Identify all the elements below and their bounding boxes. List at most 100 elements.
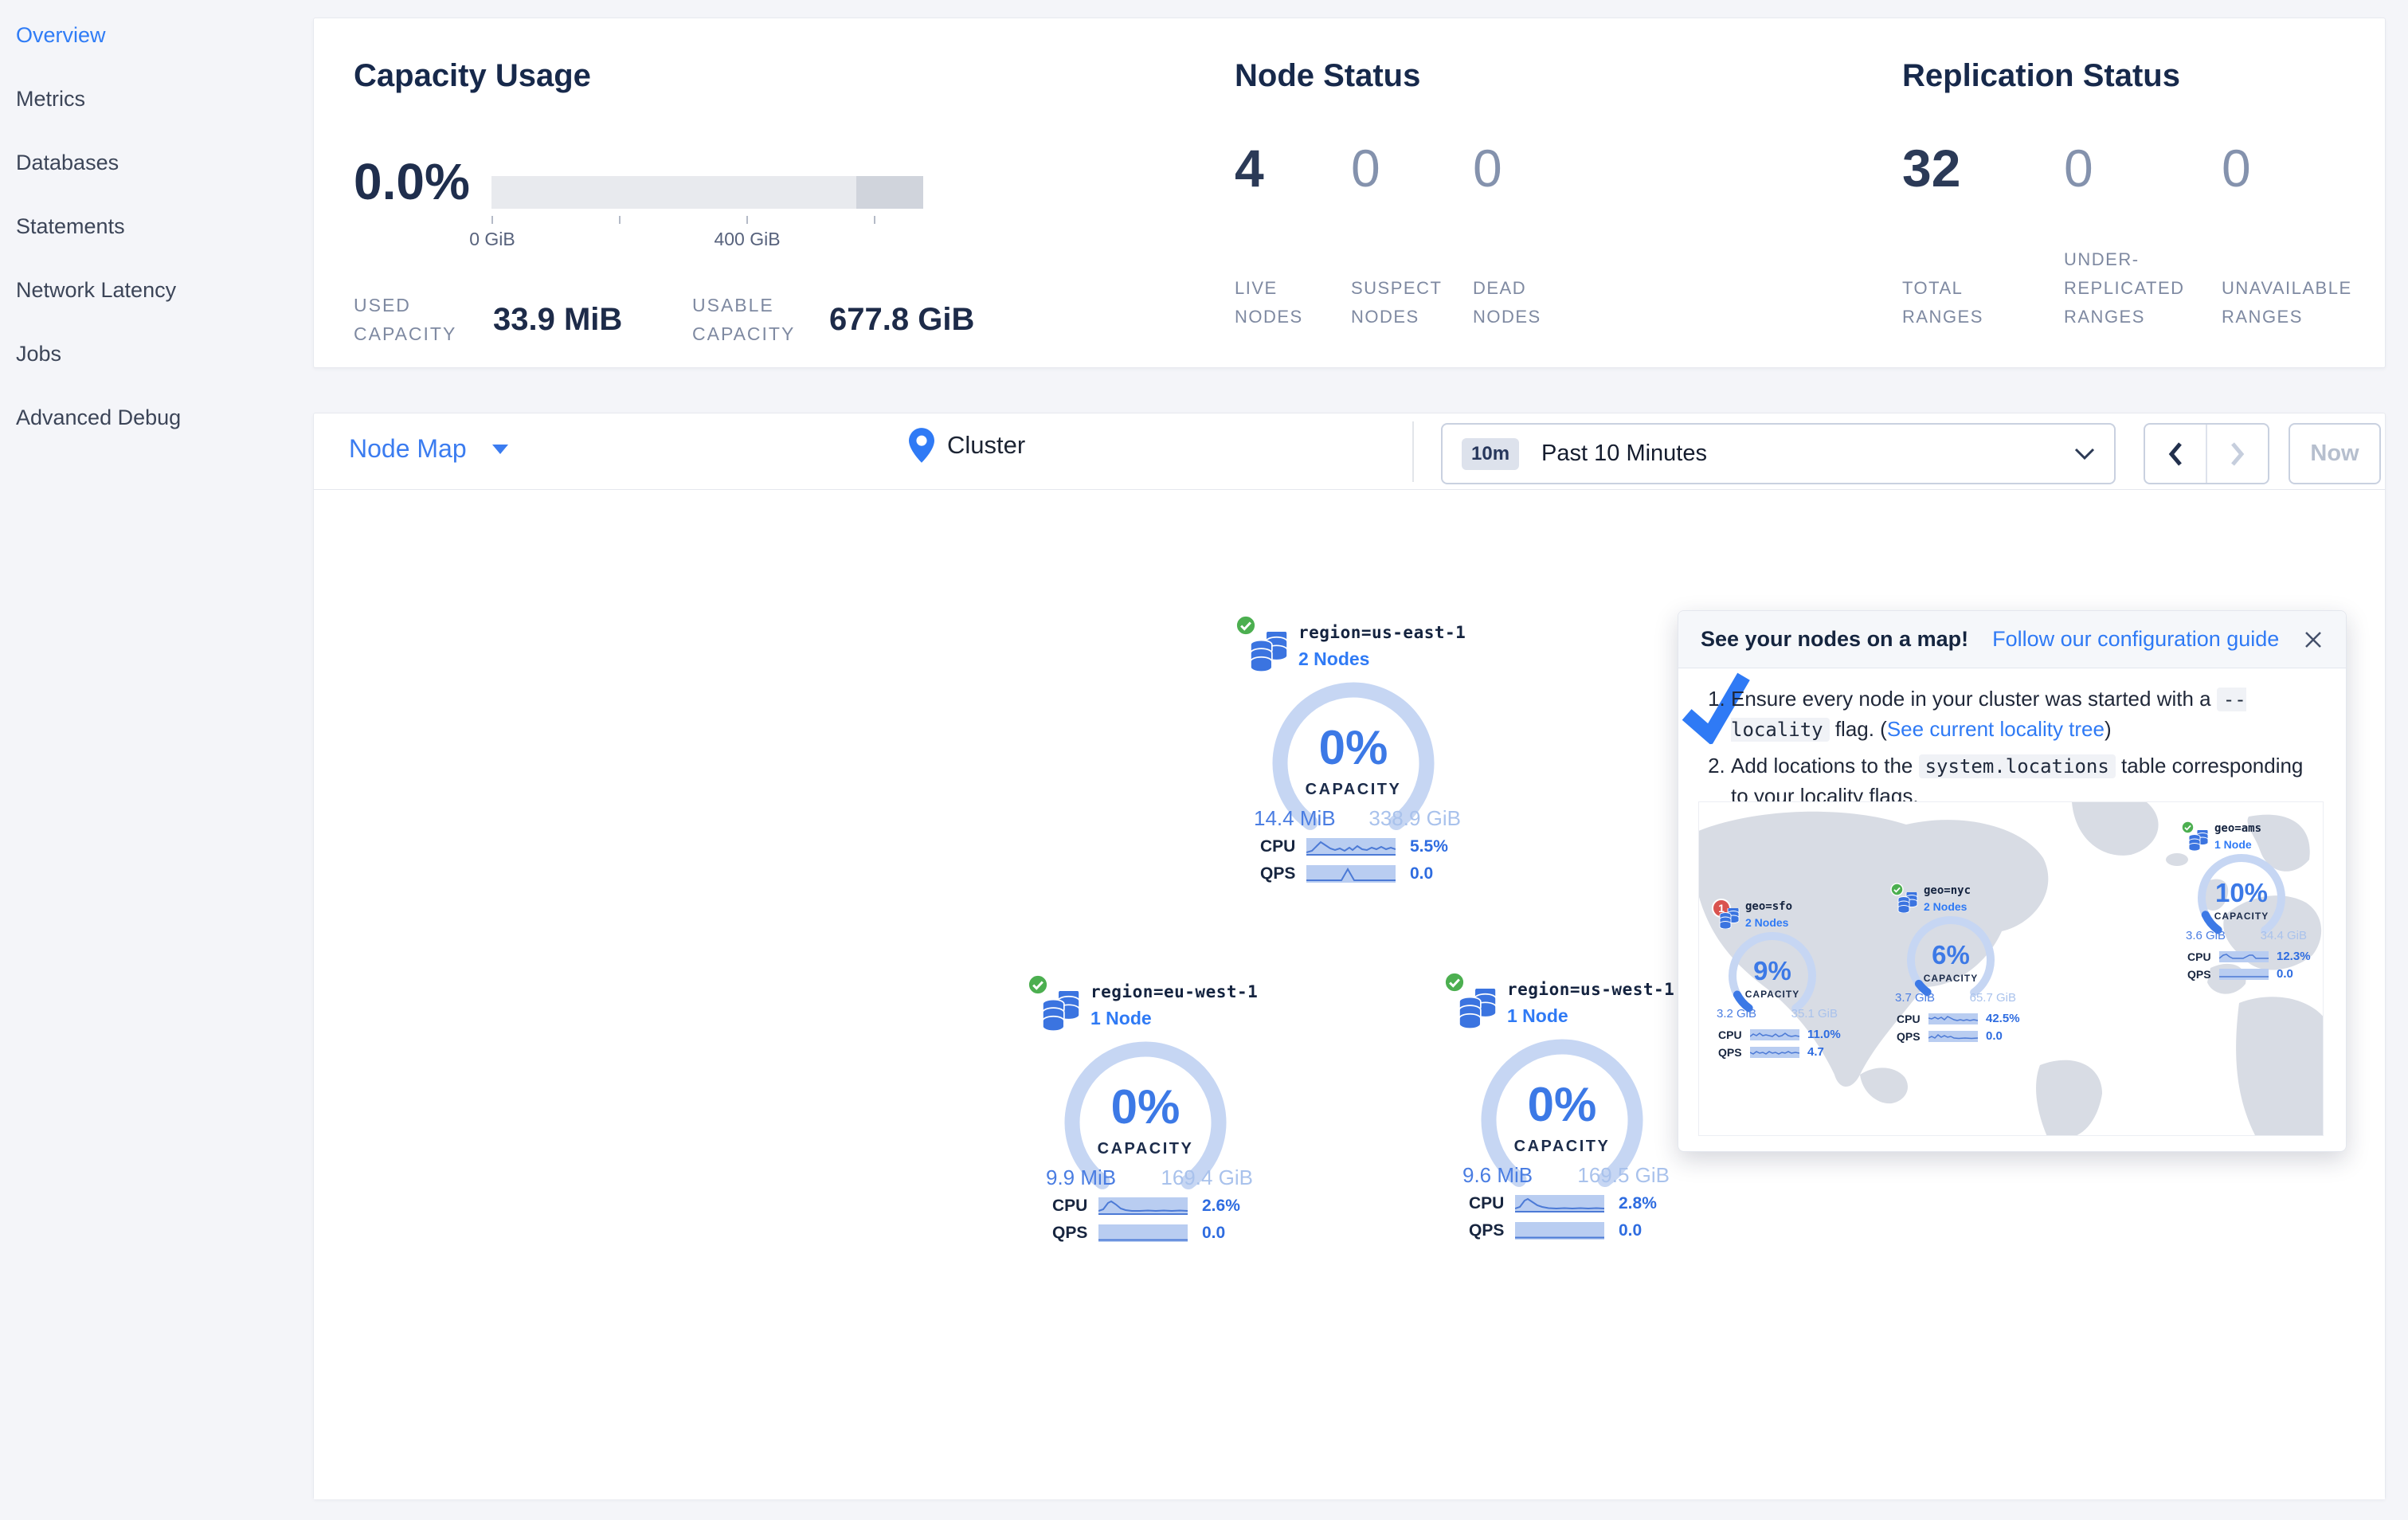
- time-prev-button[interactable]: [2145, 425, 2207, 483]
- dead-nodes-count: 0: [1473, 139, 1502, 198]
- usable-capacity: 169.5 GiB: [1577, 1163, 1670, 1187]
- cpu-label: CPU: [1897, 1012, 1921, 1025]
- node-map-setup-callout: See your nodes on a map! Follow our conf…: [1678, 610, 2347, 1152]
- qps-value: 0.0: [1619, 1221, 1643, 1240]
- breadcrumb-cluster: Cluster: [947, 431, 1026, 459]
- under-replicated-ranges-count: 0: [2064, 139, 2093, 198]
- capacity-label: CAPACITY: [1513, 1138, 1611, 1155]
- setup-step-1: Ensure every node in your cluster was st…: [1731, 684, 2323, 745]
- qps-value: 0.0: [2277, 967, 2293, 981]
- qps-label: QPS: [1718, 1045, 1742, 1059]
- used-capacity: 9.6 MiB: [1462, 1163, 1533, 1187]
- healthy-status-icon: [1027, 974, 1049, 996]
- dead-nodes-label: DEAD NODES: [1473, 278, 1541, 327]
- sidebar-item-advanced-debug[interactable]: Advanced Debug: [16, 405, 182, 429]
- region-nodes-link[interactable]: 1 Node: [1090, 1008, 1152, 1028]
- sidebar-item-statements[interactable]: Statements: [16, 214, 125, 238]
- time-range-dropdown[interactable]: 10m Past 10 Minutes: [1441, 423, 2116, 484]
- qps-label: QPS: [1897, 1029, 1921, 1043]
- cpu-label: CPU: [1718, 1028, 1742, 1041]
- node-map-canvas: region=us-east-1 2 Nodes 0% CAPACITY 14.…: [314, 491, 2385, 1499]
- database-stack-icon: [1042, 991, 1080, 1031]
- region-card-us-west-1[interactable]: region=us-west-1 1 Node 0% CAPACITY 9.6 …: [1437, 967, 1674, 1248]
- cpu-sparkline: [1515, 1195, 1604, 1212]
- suspect-nodes-count: 0: [1351, 139, 1380, 198]
- suspect-nodes-label: SUSPECT NODES: [1351, 278, 1443, 327]
- region-card-us-east-1[interactable]: region=us-east-1 2 Nodes 0% CAPACITY 14.…: [1228, 610, 1466, 891]
- database-stack-icon: [1250, 632, 1288, 672]
- region-nodes-link[interactable]: 2 Nodes: [1298, 648, 1370, 669]
- sidebar: Overview Metrics Databases Statements Ne…: [0, 0, 313, 1520]
- mini-node-sfo: 1 geo=sfo 2 Nodes 9% CAPACITY: [1712, 899, 1843, 1059]
- live-nodes-label: LIVE NODES: [1235, 278, 1303, 327]
- cpu-value: 2.8%: [1619, 1194, 1657, 1212]
- capacity-gauge: [1272, 682, 1435, 844]
- breadcrumb[interactable]: Cluster: [909, 428, 1025, 463]
- region-card-eu-west-1[interactable]: region=eu-west-1 1 Node 0% CAPACITY 9.9 …: [1020, 970, 1258, 1250]
- toolbar-divider: [1412, 421, 1414, 482]
- blue-checkmark-icon: [1682, 672, 1750, 746]
- mini-node-nyc: geo=nyc 2 Nodes 6% CAPACITY 3.7 GiB 65.7…: [1890, 883, 2022, 1043]
- sidebar-item-metrics[interactable]: Metrics: [16, 86, 85, 111]
- under-replicated-ranges-label: UNDER-REPLICATED RANGES: [2064, 249, 2185, 327]
- cpu-value: 42.5%: [1986, 1012, 2020, 1025]
- qps-sparkline: [1098, 1224, 1188, 1242]
- sidebar-item-jobs[interactable]: Jobs: [16, 341, 62, 366]
- cpu-value: 12.3%: [2277, 950, 2311, 963]
- used-capacity: 3.6 GiB: [2186, 929, 2226, 942]
- capacity-percent: 6%: [1932, 940, 1970, 970]
- qps-label: QPS: [1260, 864, 1296, 883]
- configuration-guide-link[interactable]: Follow our configuration guide: [1992, 627, 2280, 651]
- sidebar-item-overview[interactable]: Overview: [16, 22, 106, 47]
- time-pager: [2144, 423, 2269, 484]
- capacity-percent: 9%: [1753, 956, 1791, 985]
- cpu-value: 2.6%: [1202, 1197, 1240, 1215]
- chevron-down-icon: [2074, 448, 2095, 460]
- node-map-toolbar: Node Map Cluster 10m Past 10 Minutes: [314, 413, 2385, 490]
- map-pin-icon: [909, 428, 934, 463]
- capacity-percent: 0.0%: [354, 153, 470, 210]
- qps-sparkline: [1750, 1046, 1799, 1058]
- node-status-title: Node Status: [1235, 58, 1421, 93]
- region-name: region=us-east-1: [1298, 623, 1466, 642]
- cpu-label: CPU: [2187, 950, 2211, 963]
- time-next-button[interactable]: [2207, 425, 2268, 483]
- capacity-tick-400: 400 GiB: [714, 229, 781, 249]
- qps-value: 0.0: [1202, 1224, 1226, 1242]
- capacity-percent: 0%: [1527, 1078, 1597, 1131]
- sidebar-item-network-latency[interactable]: Network Latency: [16, 277, 177, 302]
- capacity-label: CAPACITY: [1305, 781, 1402, 798]
- qps-value: 0.0: [1986, 1029, 2003, 1043]
- example-node-map-image: 1 geo=sfo 2 Nodes 9% CAPACITY: [1698, 801, 2324, 1136]
- view-selector-label: Node Map: [349, 434, 467, 463]
- qps-sparkline: [1515, 1222, 1604, 1240]
- total-ranges-label: TOTAL RANGES: [1902, 278, 1983, 327]
- locality-name: geo=sfo: [1745, 900, 1793, 913]
- capacity-gauge: [1907, 916, 1995, 1004]
- region-name: region=us-west-1: [1507, 980, 1675, 999]
- unavailable-ranges-label: UNAVAILABLE RANGES: [2222, 278, 2352, 327]
- time-range-label: Past 10 Minutes: [1541, 441, 1707, 466]
- healthy-status-icon: [2181, 821, 2195, 834]
- qps-value: 4.7: [1807, 1045, 1824, 1059]
- healthy-status-icon: [1890, 883, 1904, 896]
- cpu-sparkline: [2219, 950, 2269, 962]
- cpu-sparkline: [1750, 1028, 1799, 1040]
- sidebar-item-databases[interactable]: Databases: [16, 150, 119, 174]
- unavailable-ranges-count: 0: [2222, 139, 2251, 198]
- close-icon: [2305, 631, 2321, 648]
- now-button[interactable]: Now: [2289, 423, 2381, 484]
- total-ranges-count: 32: [1902, 139, 1961, 198]
- locality-tree-link[interactable]: See current locality tree: [1886, 717, 2105, 741]
- healthy-status-icon: [1443, 971, 1466, 993]
- region-nodes-link[interactable]: 1 Node: [1507, 1005, 1568, 1026]
- close-button[interactable]: [2303, 629, 2324, 650]
- usable-capacity: 34.4 GiB: [2260, 929, 2307, 942]
- system-locations-code: system.locations: [1918, 754, 2116, 778]
- capacity-tick-0: 0 GiB: [469, 229, 515, 249]
- capacity-gauge: [2198, 854, 2285, 942]
- usable-capacity-label: USABLE CAPACITY: [692, 295, 796, 344]
- view-selector-dropdown[interactable]: Node Map: [349, 434, 508, 464]
- capacity-percent: 0%: [1318, 721, 1388, 774]
